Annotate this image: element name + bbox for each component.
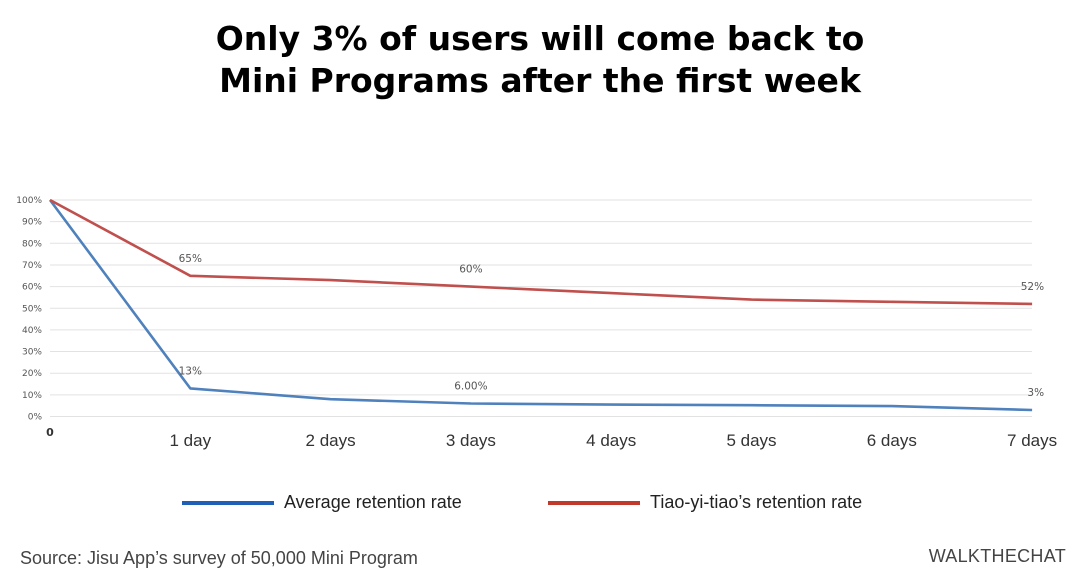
y-tick-label: 50% bbox=[22, 304, 42, 314]
legend-item-tiaoyitiao: Tiao-yi-tiao’s retention rate bbox=[548, 492, 862, 513]
data-label: 13% bbox=[179, 365, 202, 377]
y-tick-label: 10% bbox=[22, 391, 42, 401]
series-line-average bbox=[48, 199, 1033, 412]
y-tick-label: 100% bbox=[16, 196, 42, 206]
x-tick-label: 1 day bbox=[170, 431, 212, 450]
source-note: Source: Jisu App’s survey of 50,000 Mini… bbox=[20, 548, 418, 568]
y-tick-label: 20% bbox=[22, 369, 42, 379]
y-tick-label: 90% bbox=[22, 218, 42, 228]
chart-title: Only 3% of users will come back to Mini … bbox=[0, 18, 1080, 102]
legend-label-tiaoyitiao: Tiao-yi-tiao’s retention rate bbox=[650, 492, 863, 512]
retention-line-chart: 0% 10% 20% 30% 40% 50% 60% 70% 80% 90% 100% 0 1 day… bbox=[16, 196, 1057, 450]
x-tick-label: 7 days bbox=[1007, 431, 1057, 450]
data-label: 3% bbox=[1027, 387, 1044, 399]
title-line-2: Mini Programs after the first week bbox=[219, 61, 861, 100]
title-line-1: Only 3% of users will come back to bbox=[215, 19, 865, 58]
legend-item-average: Average retention rate bbox=[182, 492, 462, 513]
y-tick-label: 60% bbox=[22, 283, 42, 293]
y-tick-label: 40% bbox=[22, 326, 42, 336]
data-label: 60% bbox=[459, 264, 482, 276]
legend-label-average: Average retention rate bbox=[284, 492, 462, 512]
data-labels: 13% 6.00% 3% 65% 60% 52% bbox=[179, 253, 1044, 399]
data-label: 65% bbox=[179, 253, 202, 265]
legend-swatch-tiaoyitiao bbox=[548, 501, 640, 506]
data-label: 6.00% bbox=[454, 381, 487, 393]
x-axis-ticks: 0 1 day 2 days 3 days 4 days 5 days 6 days 7 da… bbox=[46, 426, 1057, 450]
series-line-tiaoyitiao bbox=[49, 198, 1033, 306]
y-tick-label: 30% bbox=[22, 348, 42, 358]
x-tick-label: 4 days bbox=[586, 431, 636, 450]
y-tick-label: 70% bbox=[22, 261, 42, 271]
x-tick-label: 6 days bbox=[867, 431, 917, 450]
y-tick-label: 0% bbox=[28, 413, 43, 423]
legend-swatch-average bbox=[182, 501, 274, 506]
gridlines bbox=[50, 199, 1032, 417]
x-tick-label: 3 days bbox=[446, 431, 496, 450]
x-tick-label: 5 days bbox=[726, 431, 776, 450]
y-tick-label: 80% bbox=[22, 239, 42, 249]
data-label: 52% bbox=[1021, 281, 1044, 293]
series-lines bbox=[48, 198, 1033, 412]
x-tick-label: 2 days bbox=[306, 431, 356, 450]
x-origin-label: 0 bbox=[46, 426, 54, 439]
y-axis-ticks: 0% 10% 20% 30% 40% 50% 60% 70% 80% 90% 100% bbox=[16, 196, 42, 423]
brand-logo-text: WALKTHECHAT bbox=[928, 546, 1066, 566]
